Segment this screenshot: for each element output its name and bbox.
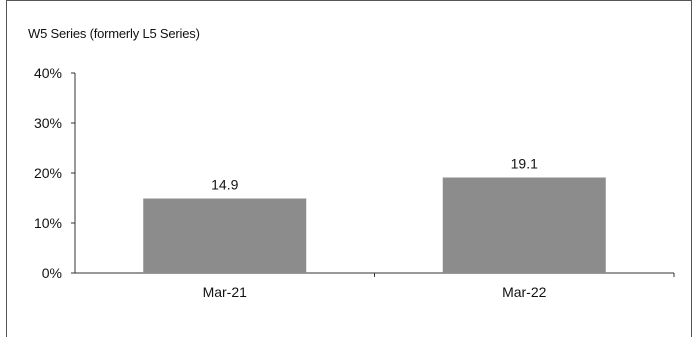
y-tick-label: 30%: [34, 115, 62, 131]
x-tick-label: Mar-21: [203, 284, 248, 300]
y-tick-label: 20%: [34, 165, 62, 181]
bar-value-label: 14.9: [211, 177, 238, 193]
bar: [442, 177, 606, 273]
bar-value-label: 19.1: [511, 156, 538, 172]
chart-frame: [6, 0, 692, 337]
chart-title: W5 Series (formerly L5 Series): [28, 26, 200, 41]
x-tick-label: Mar-22: [502, 284, 547, 300]
y-tick-label: 10%: [34, 215, 62, 231]
y-tick-label: 0%: [42, 265, 62, 281]
y-tick-label: 40%: [34, 65, 62, 81]
bar: [143, 198, 307, 273]
